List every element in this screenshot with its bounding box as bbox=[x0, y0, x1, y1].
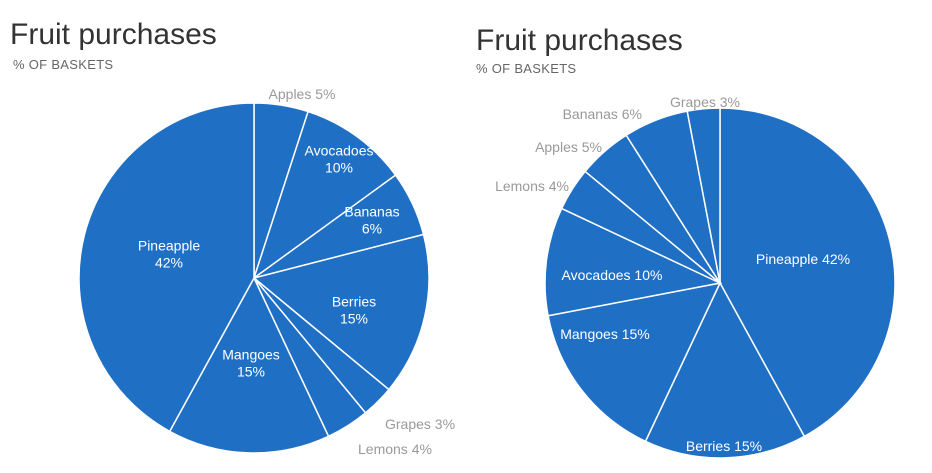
pie-slice-avocadoes bbox=[544, 207, 723, 317]
slice-label-line: Apples 5% bbox=[269, 86, 336, 102]
slice-label-berries: Berries 15% bbox=[332, 294, 376, 327]
slice-label-line: Bananas 6% bbox=[563, 106, 642, 122]
slice-label-bananas: Bananas 6% bbox=[563, 106, 642, 122]
slice-label-line: 42% bbox=[155, 255, 183, 271]
slice-label-line: 6% bbox=[362, 221, 382, 237]
slice-label-avocadoes: Avocadoes 10% bbox=[562, 267, 663, 283]
pie-plot-area: Pineapple 42% Berries 15% Mangoes 15% Avoca… bbox=[495, 94, 896, 459]
slice-label-line: 10% bbox=[325, 160, 353, 176]
slice-label-line: 15% bbox=[237, 364, 265, 380]
slice-label-line: Grapes 3% bbox=[670, 94, 740, 110]
chart-title: Fruit purchases bbox=[10, 18, 217, 51]
slice-label-berries: Berries 15% bbox=[686, 438, 762, 454]
pie-slice-mangoes bbox=[547, 281, 722, 443]
slice-label-line: Bananas bbox=[344, 204, 399, 220]
slice-label-pineapple: Pineapple 42% bbox=[756, 251, 850, 267]
slice-label-line: Grapes 3% bbox=[385, 416, 455, 432]
pie-plot-area: Apples 5%Avocadoes 10%Bananas 6%Berries 15%… bbox=[78, 86, 455, 457]
slice-label-mangoes: Mangoes 15% bbox=[222, 347, 280, 380]
slice-label-grapes: Grapes 3% bbox=[385, 416, 455, 432]
slice-label-line: Pineapple 42% bbox=[756, 251, 850, 267]
slice-label-lemons: Lemons 4% bbox=[495, 178, 569, 194]
slice-label-lemons: Lemons 4% bbox=[358, 441, 432, 457]
pie-slice-pineapple bbox=[719, 107, 896, 438]
slice-label-apples: Apples 5% bbox=[535, 139, 602, 155]
pie-slice-berries bbox=[644, 281, 806, 459]
slice-label-line: 15% bbox=[340, 311, 368, 327]
slice-label-line: Apples 5% bbox=[535, 139, 602, 155]
slice-label-line: Avocadoes bbox=[304, 143, 373, 159]
pie-slice-pineapple bbox=[78, 102, 255, 433]
pie-slice-grapes bbox=[686, 107, 721, 284]
pie-slice-avocadoes bbox=[252, 110, 397, 280]
slice-label-line: Berries 15% bbox=[686, 438, 762, 454]
slice-label-avocadoes: Avocadoes 10% bbox=[304, 143, 373, 176]
pie-chart-left: Fruit purchases % OF BASKETS Apples 5% Av… bbox=[10, 18, 455, 457]
slice-label-line: Mangoes bbox=[222, 347, 280, 363]
slice-label-line: Lemons 4% bbox=[358, 441, 432, 457]
slice-label-pineapple: Pineapple 42% bbox=[138, 238, 200, 271]
pie-slice-berries bbox=[252, 233, 430, 391]
slice-label-mangoes: Mangoes 15% bbox=[560, 326, 650, 342]
slice-label-line: Mangoes 15% bbox=[560, 326, 650, 342]
chart-title: Fruit purchases bbox=[476, 24, 683, 57]
slice-label-line: Pineapple bbox=[138, 238, 200, 254]
slice-label-line: Lemons 4% bbox=[495, 178, 569, 194]
pie-slice-mangoes bbox=[168, 276, 330, 454]
pie-chart-right: Fruit purchases % OF BASKETS Pineapple 4… bbox=[466, 0, 932, 473]
slice-label-line: Berries bbox=[332, 294, 376, 310]
slice-label-apples: Apples 5% bbox=[269, 86, 336, 102]
slice-label-bananas: Bananas 6% bbox=[344, 204, 399, 237]
chart-subtitle: % OF BASKETS bbox=[13, 57, 114, 72]
slice-label-line: Avocadoes 10% bbox=[562, 267, 663, 283]
slice-label-grapes: Grapes 3% bbox=[670, 94, 740, 110]
chart-subtitle: % OF BASKETS bbox=[476, 61, 577, 76]
